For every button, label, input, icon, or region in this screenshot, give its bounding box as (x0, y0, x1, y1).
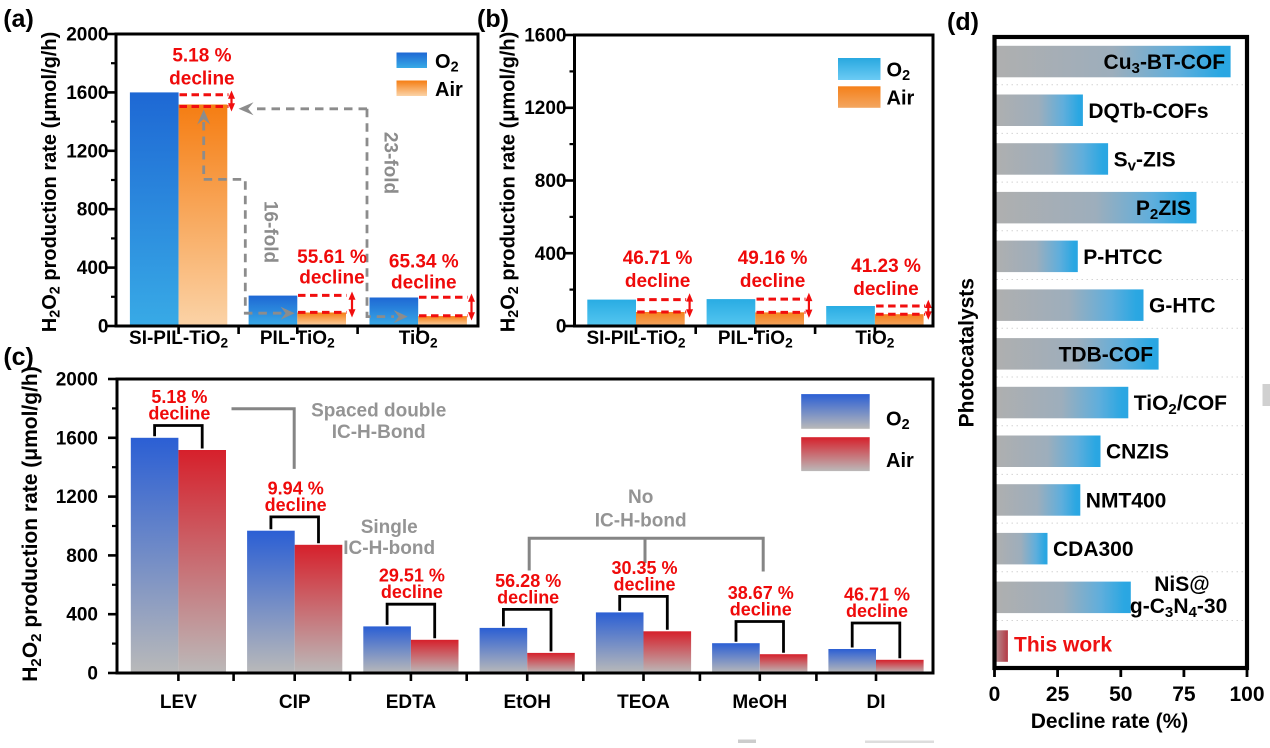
svg-text:65.34 %: 65.34 % (389, 252, 459, 273)
svg-text:0: 0 (989, 683, 1001, 706)
svg-text:H2​O2​ production rate (μmol/g: H2​O2​ production rate (μmol/g/h) (498, 32, 523, 333)
svg-text:P2​ZIS: P2​ZIS (1136, 197, 1191, 223)
svg-text:NiS@: NiS@ (1154, 573, 1209, 596)
svg-text:55.61 %: 55.61 % (297, 247, 367, 268)
svg-text:IC-H-bond: IC-H-bond (343, 538, 435, 559)
svg-text:(a): (a) (3, 5, 34, 33)
svg-text:PIL-TiO2​: PIL-TiO2​ (260, 328, 335, 350)
svg-text:No: No (628, 487, 653, 508)
svg-text:TEOA: TEOA (617, 692, 670, 713)
svg-text:H2​O2​ production rate (μmol/g: H2​O2​ production rate (μmol/g/h) (39, 32, 64, 333)
svg-text:decline: decline (148, 404, 210, 424)
svg-text:g-C3​N4​-30: g-C3​N4​-30 (1130, 595, 1227, 621)
svg-text:SI-PIL-TiO2​: SI-PIL-TiO2​ (586, 328, 685, 350)
svg-text:DQTb-COFs: DQTb-COFs (1088, 100, 1208, 123)
svg-text:49.16 %: 49.16 % (738, 248, 808, 269)
svg-text:This work: This work (1014, 634, 1112, 657)
svg-text:(b): (b) (477, 5, 509, 33)
svg-text:Air: Air (435, 79, 463, 101)
svg-text:1600: 1600 (56, 428, 98, 449)
svg-text:400: 400 (77, 258, 109, 279)
svg-text:46.71 %: 46.71 % (623, 248, 693, 269)
svg-text:G-HTC: G-HTC (1149, 295, 1216, 318)
svg-text:1200: 1200 (524, 98, 566, 119)
svg-text:23-fold: 23-fold (380, 132, 401, 194)
svg-text:50: 50 (1109, 683, 1132, 706)
svg-text:CDA300: CDA300 (1053, 538, 1134, 561)
svg-text:decline: decline (299, 268, 364, 289)
svg-text:P-HTCC: P-HTCC (1083, 246, 1162, 269)
svg-text:EDTA: EDTA (386, 692, 437, 713)
svg-text:75: 75 (1172, 683, 1196, 706)
svg-text:0: 0 (556, 317, 567, 338)
svg-text:CNZIS: CNZIS (1106, 441, 1169, 464)
svg-text:1600: 1600 (66, 83, 108, 104)
svg-text:decline: decline (613, 574, 675, 594)
svg-text:(d): (d) (947, 8, 979, 36)
svg-text:TiO2​/COF: TiO2​/COF (1134, 392, 1227, 418)
svg-text:decline: decline (391, 273, 456, 294)
svg-text:PIL-TiO2​: PIL-TiO2​ (718, 328, 793, 350)
svg-text:800: 800 (66, 546, 98, 567)
svg-text:25: 25 (1046, 683, 1070, 706)
svg-text:1200: 1200 (56, 487, 98, 508)
svg-text:MeOH: MeOH (732, 692, 787, 713)
svg-text:CIP: CIP (279, 692, 311, 713)
svg-text:100: 100 (1229, 683, 1264, 706)
svg-text:LEV: LEV (160, 692, 197, 713)
svg-text:EtOH: EtOH (503, 692, 551, 713)
svg-text:IC-H-bond: IC-H-bond (595, 510, 687, 531)
svg-text:2000: 2000 (66, 25, 108, 46)
svg-text:2000: 2000 (56, 370, 98, 391)
svg-text:decline: decline (625, 271, 690, 292)
svg-text:Air: Air (886, 450, 914, 472)
svg-text:0: 0 (98, 317, 109, 338)
svg-text:400: 400 (66, 605, 98, 626)
svg-text:0: 0 (87, 664, 98, 685)
svg-text:SI-PIL-TiO2​: SI-PIL-TiO2​ (129, 328, 228, 350)
svg-text:decline: decline (853, 279, 918, 300)
svg-text:TDB-COF: TDB-COF (1059, 343, 1154, 366)
svg-text:41.23 %: 41.23 % (851, 256, 921, 277)
svg-text:decline: decline (730, 600, 792, 620)
svg-text:1200: 1200 (66, 141, 108, 162)
svg-text:400: 400 (535, 244, 567, 265)
svg-text:decline: decline (169, 69, 234, 90)
svg-text:Cu3​-BT-COF: Cu3​-BT-COF (1104, 51, 1226, 77)
svg-text:decline: decline (381, 582, 443, 602)
svg-text:800: 800 (535, 171, 567, 192)
svg-text:decline: decline (846, 601, 908, 621)
svg-text:Air: Air (887, 88, 915, 110)
svg-text:5.18 %: 5.18 % (172, 46, 231, 67)
svg-text:Single: Single (361, 517, 418, 538)
svg-text:NMT400: NMT400 (1086, 489, 1167, 512)
svg-text:Photocatalysts: Photocatalysts (956, 278, 979, 427)
svg-text:Sv​-ZIS: Sv​-ZIS (1114, 149, 1176, 175)
svg-text:IC-H-Bond: IC-H-Bond (332, 422, 426, 443)
svg-text:Spaced double: Spaced double (311, 401, 446, 422)
svg-text:800: 800 (77, 200, 109, 221)
svg-text:decline: decline (265, 495, 327, 515)
svg-text:DI: DI (867, 692, 886, 713)
svg-text:1600: 1600 (524, 26, 566, 47)
svg-text:decline: decline (740, 271, 805, 292)
svg-text:decline: decline (497, 587, 559, 607)
svg-text:16-fold: 16-fold (260, 201, 281, 263)
svg-text:Decline rate (%): Decline rate (%) (1031, 710, 1189, 733)
